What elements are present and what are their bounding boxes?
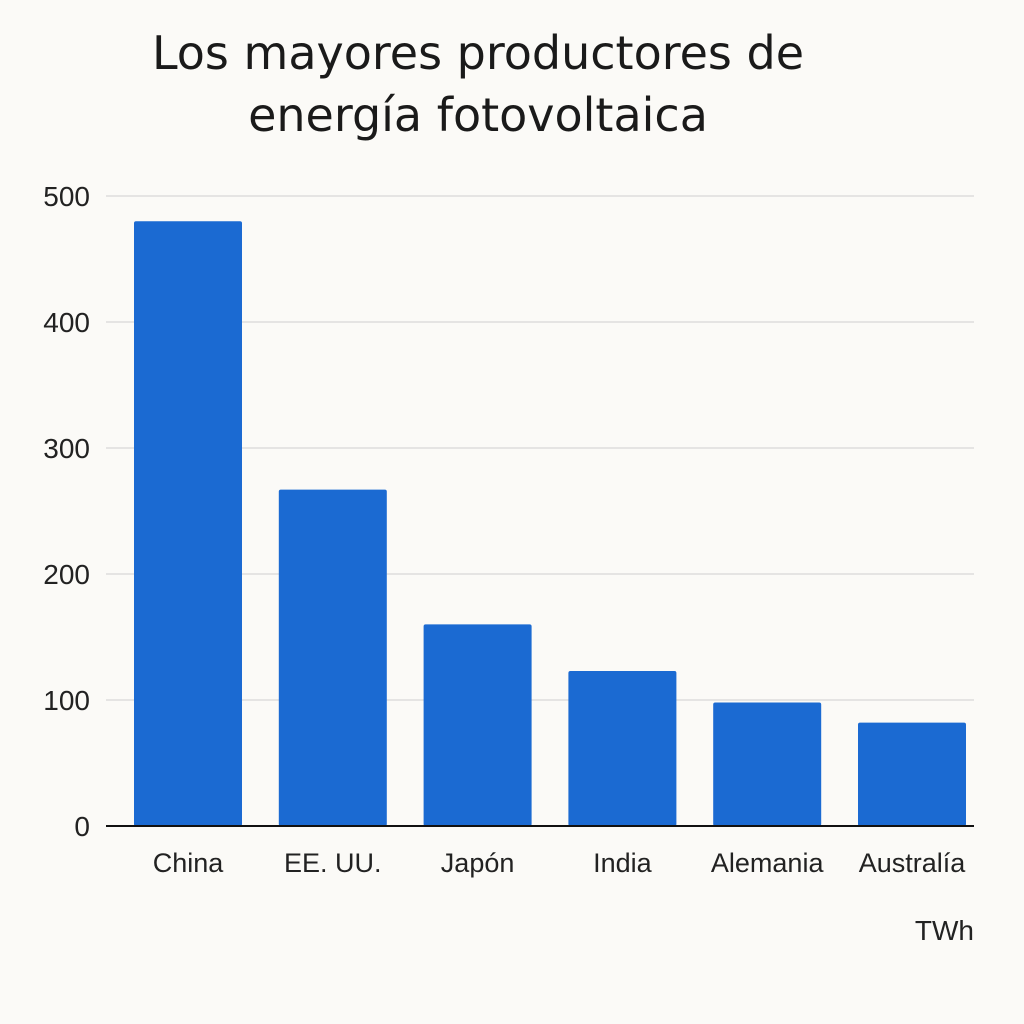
category-label: India <box>593 848 653 878</box>
category-label: EE. UU. <box>284 848 382 878</box>
bar <box>423 624 532 826</box>
chart-title-line-2: energía fotovoltaica <box>248 88 708 142</box>
chart-title-line-1: Los mayores productores de <box>151 26 805 80</box>
y-tick-label: 500 <box>43 181 90 212</box>
unit-label: TWh <box>915 915 974 946</box>
category-label: China <box>153 848 225 878</box>
bar <box>713 702 822 826</box>
y-tick-label: 200 <box>43 559 90 590</box>
y-tick-label: 300 <box>43 433 90 464</box>
y-tick-label: 400 <box>43 307 90 338</box>
y-tick-label: 100 <box>43 685 90 716</box>
bar <box>568 671 677 826</box>
y-axis-ticks: 0 100 200 300 400 500 <box>43 181 90 842</box>
category-labels: China EE. UU. Japón India Alemania Australía <box>153 848 967 878</box>
bars <box>134 221 966 826</box>
category-label: Japón <box>441 848 515 878</box>
bar <box>858 722 966 826</box>
bar <box>134 221 242 826</box>
chart-title: Los mayores productores de energía fotov… <box>0 22 956 146</box>
grid-lines <box>106 195 974 701</box>
category-label: Australía <box>859 848 967 878</box>
bar <box>278 489 387 826</box>
y-tick-label: 0 <box>74 811 90 842</box>
category-label: Alemania <box>711 848 825 878</box>
